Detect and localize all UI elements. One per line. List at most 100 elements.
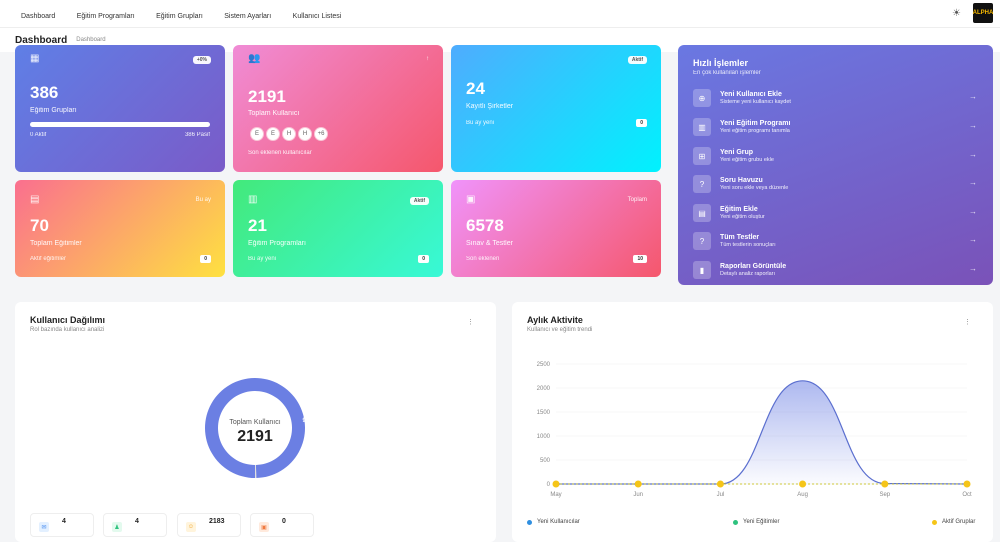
- exams-footer: Son eklenen: [466, 256, 500, 262]
- exams-label: Sınav & Testler: [466, 240, 513, 247]
- avatar[interactable]: E: [266, 127, 280, 141]
- quick-action-all-tests[interactable]: ? Tüm Testler Tüm testlerin sonuçları →: [693, 229, 981, 253]
- avatar[interactable]: H: [298, 127, 312, 141]
- legend-label: Yeni Kullanıcılar: [537, 519, 580, 525]
- breadcrumb[interactable]: Dashboard: [76, 37, 106, 43]
- arrow-right-icon: →: [969, 178, 977, 187]
- quick-action-desc: Yeni eğitim programı tanımla: [720, 128, 790, 134]
- legend-item[interactable]: Yeni Kullanıcılar: [527, 519, 580, 525]
- arrow-right-icon: →: [969, 235, 977, 244]
- mail-icon: ✉: [39, 522, 49, 532]
- quick-action-desc: Tüm testlerin sonuçları: [720, 242, 776, 248]
- data-point[interactable]: [634, 480, 642, 488]
- user-distribution-panel: Kullanıcı Dağılımı Rol bazında kullanıcı…: [15, 302, 496, 542]
- quick-action-add-training[interactable]: ▤ Eğitim Ekle Yeni eğitim oluştur →: [693, 201, 981, 225]
- trainings-period-tag: Bu ay: [195, 197, 211, 203]
- book-icon: ▥: [248, 194, 258, 205]
- card-egitim-gruplari[interactable]: ▦ +0% 386 Eğitim Grupları 0 Aktif 386 Pa…: [15, 45, 225, 172]
- quick-action-desc: Sisteme yeni kullanıcı kaydet: [720, 99, 791, 105]
- quick-action-add-user[interactable]: ⊕ Yeni Kullanıcı Ekle Sisteme yeni kullan…: [693, 86, 981, 110]
- more-options-icon[interactable]: ⋮: [467, 319, 474, 326]
- x-tick-label: Sep: [879, 492, 890, 498]
- group-icon: ⊞: [693, 147, 711, 165]
- quick-action-new-group[interactable]: ⊞ Yeni Grup Yeni eğitim grubu ekle →: [693, 144, 981, 168]
- quick-action-desc: Yeni soru ekle veya düzenle: [720, 185, 789, 191]
- question-icon: ?: [693, 175, 711, 193]
- groups-count: 386: [30, 83, 59, 102]
- card-kayitli-sirketler[interactable]: Aktif 24 Kayıtlı Şirketler Bu ay yeni 0: [451, 45, 661, 172]
- role-stat-value: 2183: [209, 518, 225, 525]
- other-role-icon: ▣: [259, 522, 269, 532]
- chart-icon: ▮: [693, 261, 711, 279]
- activity-title: Aylık Aktivite: [527, 315, 583, 325]
- trainer-icon: ♟: [112, 522, 122, 532]
- quick-actions-title: Hızlı İşlemler: [693, 58, 749, 68]
- quick-action-name: Eğitim Ekle: [720, 206, 758, 213]
- user-distribution-donut: Toplam Kullanıcı 2191 99.6%: [204, 378, 320, 478]
- theme-toggle-sun-icon[interactable]: ☀: [952, 8, 961, 19]
- donut-center-label: Toplam Kullanıcı: [229, 419, 280, 426]
- quick-action-name: Yeni Kullanıcı Ekle: [720, 91, 782, 98]
- quick-action-name: Yeni Eğitim Programı: [720, 120, 791, 127]
- quick-action-reports[interactable]: ▮ Raporları Görüntüle Detaylı analiz rapo…: [693, 258, 981, 282]
- avatar[interactable]: E: [250, 127, 264, 141]
- avatar-more[interactable]: +6: [314, 127, 328, 141]
- avatar[interactable]: H: [282, 127, 296, 141]
- card-sinav-testler[interactable]: ▣ Toplam 6578 Sınav & Testler Son eklene…: [451, 180, 661, 277]
- quick-action-desc: Yeni eğitim grubu ekle: [720, 157, 774, 163]
- nav-egitim-gruplari[interactable]: Eğitim Grupları: [156, 12, 203, 20]
- arrow-right-icon: →: [969, 264, 977, 273]
- data-point[interactable]: [552, 480, 560, 488]
- pie-slice[interactable]: [255, 464, 257, 478]
- groups-label: Eğitim Grupları: [30, 107, 77, 114]
- quick-action-desc: Yeni eğitim oluştur: [720, 214, 765, 220]
- x-tick-label: Oct: [962, 492, 972, 498]
- quick-action-new-program[interactable]: ▥ Yeni Eğitim Programı Yeni eğitim progra…: [693, 115, 981, 139]
- more-options-icon[interactable]: ⋮: [964, 319, 971, 326]
- y-tick-label: 2500: [537, 362, 551, 368]
- quick-action-desc: Detaylı analiz raporları: [720, 271, 776, 277]
- programs-status-badge: Aktif: [409, 197, 429, 205]
- nav-kullanici-listesi[interactable]: Kullanıcı Listesi: [292, 12, 342, 20]
- users-footer: Son eklenen kullanıcılar: [248, 150, 312, 156]
- quick-action-question-pool[interactable]: ? Soru Havuzu Yeni soru ekle veya düzenle…: [693, 172, 981, 196]
- quick-actions-subtitle: En çok kullanılan işlemler: [693, 70, 761, 76]
- programs-label: Eğitim Programları: [248, 240, 306, 247]
- role-stat-value: 0: [282, 518, 286, 525]
- pie-slice-label: 99.6%: [302, 418, 320, 424]
- data-point[interactable]: [799, 480, 807, 488]
- brand-logo[interactable]: ALPHA: [973, 3, 993, 23]
- programs-footer: Bu ay yeni: [248, 256, 277, 262]
- distribution-title: Kullanıcı Dağılımı: [30, 315, 106, 325]
- companies-status-badge: Aktif: [627, 56, 647, 64]
- data-point[interactable]: [716, 480, 724, 488]
- nav-dashboard[interactable]: Dashboard: [21, 12, 56, 20]
- quick-action-name: Yeni Grup: [720, 149, 754, 156]
- companies-count: 24: [466, 79, 485, 98]
- x-tick-label: May: [550, 492, 561, 498]
- card-toplam-kullanici[interactable]: 👥 ↑ 2191 Toplam Kullanıcı E E H H +6 Son…: [233, 45, 443, 172]
- trainings-footer: Aktif eğitimler: [30, 256, 67, 262]
- card-toplam-egitimler[interactable]: ▤ Bu ay 70 Toplam Eğitimler Aktif eğitim…: [15, 180, 225, 277]
- user-add-icon: ⊕: [693, 89, 711, 107]
- data-point[interactable]: [881, 480, 889, 488]
- data-point[interactable]: [963, 480, 971, 488]
- role-stat-value: 4: [135, 518, 139, 525]
- legend-item[interactable]: Yeni Eğitimler: [733, 519, 779, 525]
- donut-center-value: 2191: [237, 428, 273, 445]
- exams-total-tag: Toplam: [627, 197, 647, 203]
- trainings-count: 70: [30, 216, 49, 235]
- test-icon: ?: [693, 232, 711, 250]
- nav-sistem-ayarlari[interactable]: Sistem Ayarları: [224, 12, 272, 20]
- legend-label: Yeni Eğitimler: [743, 519, 780, 525]
- training-icon: ▤: [30, 194, 40, 205]
- trainings-active-count: 0: [200, 255, 211, 263]
- recent-users-avatars: E E H H +6: [250, 127, 330, 141]
- nav-egitim-programlari[interactable]: Eğitim Programları: [76, 12, 135, 20]
- card-egitim-programlari[interactable]: ▥ Aktif 21 Eğitim Programları Bu ay yeni…: [233, 180, 443, 277]
- legend-dot: [527, 519, 532, 525]
- x-tick-label: Jul: [717, 492, 725, 498]
- training-icon: ▤: [693, 204, 711, 222]
- legend-item[interactable]: Aktif Gruplar: [932, 519, 975, 525]
- legend-dot: [733, 519, 738, 525]
